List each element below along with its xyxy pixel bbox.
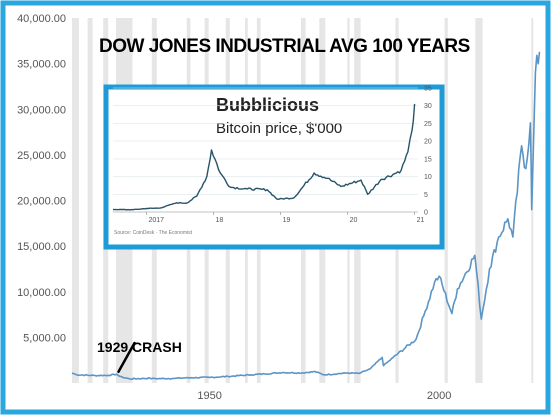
inset-x-tick-label: 21	[417, 217, 425, 224]
inset-y-tick-label: 10	[424, 174, 432, 181]
y-tick-label: 40,000.00	[17, 13, 66, 25]
y-tick-label: 25,000.00	[17, 150, 66, 162]
inset-x-tick-label: 20	[350, 217, 358, 224]
inset-x-tick-label: 2017	[149, 217, 165, 224]
recession-band-15	[444, 18, 448, 383]
chart-title: DOW JONES INDUSTRIAL AVG 100 YEARS	[99, 36, 470, 57]
inset-y-tick-labels: 0 5 10 15 20 25 30 35	[424, 86, 432, 217]
x-tick-label: 1950	[197, 390, 221, 402]
inset-x-tick-labels: 2017 18 19 20 21	[146, 212, 425, 224]
inset-x-tick-label: 19	[283, 217, 291, 224]
annotation-pointer	[117, 341, 136, 374]
inset-y-tick-label: 35	[424, 86, 432, 93]
inset-source: Source: CoinDesk · The Economist	[114, 230, 193, 236]
y-tick-label: 5,000.00	[23, 332, 66, 344]
series-line-djia	[71, 51, 541, 380]
inset-y-tick-label: 30	[424, 103, 432, 110]
inset-frame	[103, 84, 445, 250]
y-tick-label: 20,000.00	[17, 196, 66, 208]
inset-chart: Bubblicious Bitcoin price, $'000 0 5 10 15 2…	[103, 84, 445, 250]
y-tick-labels: 5,000.00 10,000.00 15,000.00 20,000.00 25,00…	[17, 13, 66, 344]
inset-y-tick-label: 25	[424, 121, 432, 128]
x-tick-label: 2000	[427, 390, 451, 402]
inset-y-tick-label: 5	[424, 192, 428, 199]
y-tick-label: 15,000.00	[17, 241, 66, 253]
x-tick-labels: 1950 2000	[197, 390, 451, 402]
inset-x-tick-label: 18	[216, 217, 224, 224]
series-line-bitcoin	[112, 103, 416, 211]
recession-band-16	[475, 18, 483, 383]
recession-band-0	[72, 18, 79, 383]
recession-band-1	[87, 18, 93, 383]
inset-y-tick-label: 15	[424, 156, 432, 163]
inset-subtitle: Bitcoin price, $'000	[216, 120, 342, 137]
y-tick-label: 35,000.00	[17, 59, 66, 71]
y-tick-label: 10,000.00	[17, 287, 66, 299]
inset-y-tick-label: 0	[424, 210, 428, 217]
y-tick-label: 30,000.00	[17, 104, 66, 116]
inset-title: Bubblicious	[216, 95, 319, 115]
annotation-1929-crash: 1929 CRASH	[97, 339, 182, 355]
inset-gridlines	[113, 87, 418, 213]
inset-y-tick-label: 20	[424, 139, 432, 146]
